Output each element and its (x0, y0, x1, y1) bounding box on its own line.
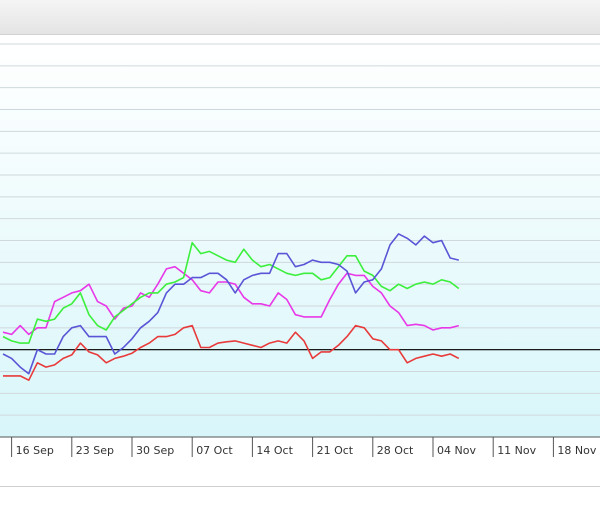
x-tick-label: 30 Sep (136, 444, 174, 457)
x-tick-label: 21 Oct (317, 444, 354, 457)
x-tick-label: 14 Oct (256, 444, 293, 457)
x-tick-label: 04 Nov (437, 444, 476, 457)
x-axis-area (0, 437, 600, 486)
window-top-bar (0, 0, 600, 35)
x-tick-label: 23 Sep (76, 444, 114, 457)
x-tick-label: 28 Oct (377, 444, 414, 457)
series-line-2 (2, 265, 459, 336)
x-tick-label: 07 Oct (196, 444, 233, 457)
series-line-4 (2, 233, 459, 375)
x-tick-label: 18 Nov (557, 444, 596, 457)
series-line-3 (2, 241, 460, 344)
series-line-1 (3, 324, 460, 382)
x-tick-label: 11 Nov (497, 444, 536, 457)
x-tick-label: 16 Sep (16, 444, 54, 457)
window-bottom-bar (0, 486, 600, 511)
